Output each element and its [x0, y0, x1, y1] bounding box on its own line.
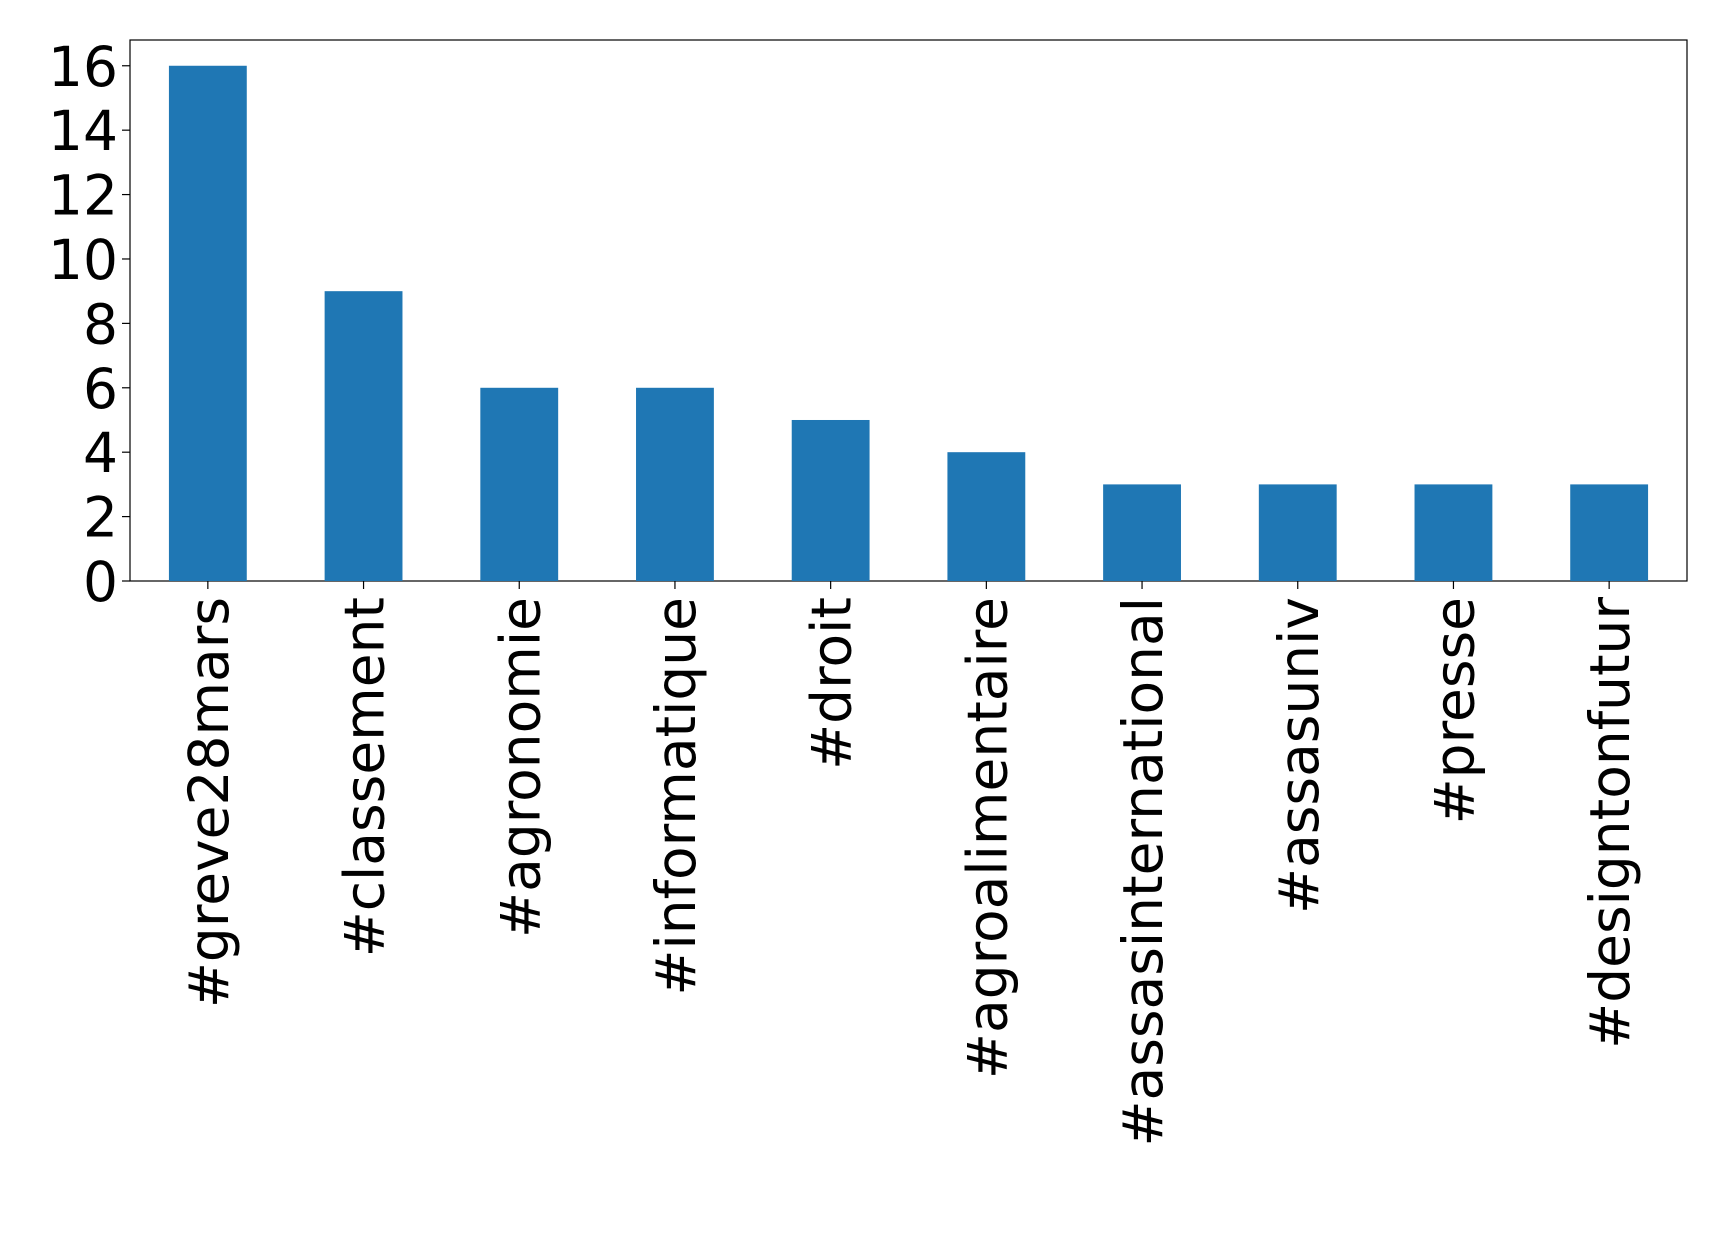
y-tick-label: 0 — [83, 550, 118, 614]
x-tick-label: #assasuniv — [1267, 597, 1331, 914]
x-tick-label: #agroalimentaire — [955, 597, 1019, 1079]
x-tick-label: #presse — [1422, 597, 1486, 824]
y-tick-label: 6 — [83, 357, 118, 421]
x-tick-label: #droit — [800, 597, 864, 770]
x-tick-label: #assasinternational — [1111, 597, 1175, 1147]
x-tick-label: #informatique — [644, 597, 708, 996]
bar — [1414, 484, 1493, 581]
y-tick-label: 14 — [48, 99, 118, 163]
bar — [947, 452, 1026, 581]
y-tick-label: 16 — [48, 35, 118, 99]
x-tick-label: #greve28mars — [177, 597, 241, 1008]
bar — [1258, 484, 1337, 581]
x-tick-label: #agronomie — [488, 597, 552, 938]
bar — [636, 387, 714, 581]
y-tick-label: 10 — [48, 228, 118, 292]
y-tick-label: 8 — [83, 292, 118, 356]
bar — [168, 65, 247, 581]
bar — [1570, 484, 1649, 581]
bar — [791, 419, 870, 581]
plot-frame — [129, 39, 1688, 582]
bar — [324, 291, 403, 581]
bar — [1103, 484, 1181, 581]
y-tick-label: 12 — [48, 164, 118, 228]
x-tick-label: #designtonfutur — [1578, 597, 1642, 1049]
y-tick-label: 4 — [83, 421, 118, 485]
y-tick-label: 2 — [83, 486, 118, 550]
bar — [480, 387, 559, 581]
x-tick-label: #classement — [333, 597, 397, 957]
